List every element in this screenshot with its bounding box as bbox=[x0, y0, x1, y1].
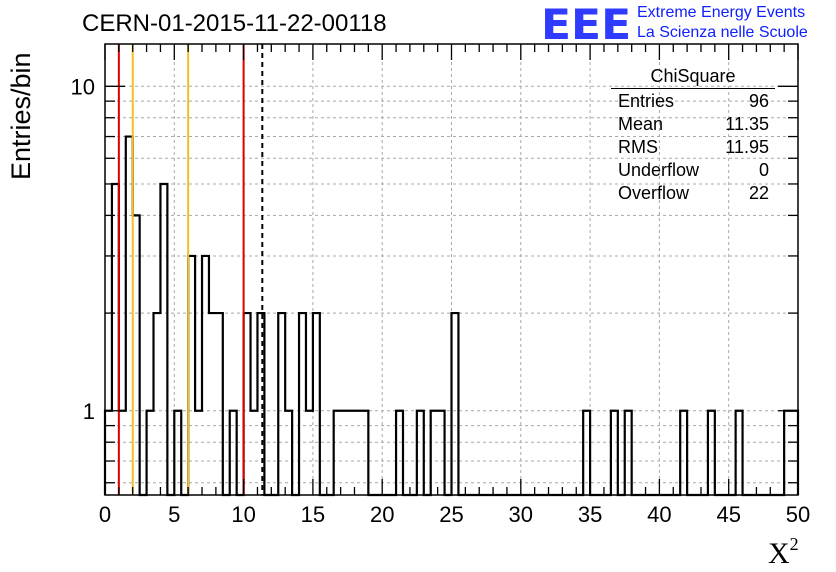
stats-rows: Entries 96 Mean 11.35 RMS 11.95 Underflow 0 Over… bbox=[611, 90, 775, 205]
stats-row-rms: RMS 11.95 bbox=[611, 136, 775, 159]
histogram-bin bbox=[736, 411, 743, 495]
histogram-bin bbox=[299, 313, 306, 495]
histogram-bin bbox=[341, 411, 348, 495]
x-tick-label: 0 bbox=[99, 502, 111, 527]
x-tick-label: 20 bbox=[370, 502, 394, 527]
stats-value: 0 bbox=[758, 160, 769, 180]
histogram-bin bbox=[396, 411, 403, 495]
histogram-bin bbox=[112, 184, 119, 495]
axes-layer: 0 5 10 15 20 25 30 35 40 45 50 1 10 bbox=[71, 43, 810, 527]
stats-label: Overflow bbox=[618, 183, 690, 203]
histogram-bin bbox=[174, 411, 181, 495]
stats-label: Entries bbox=[618, 91, 675, 111]
logo-line-2: La Scienza nelle Scuole bbox=[637, 24, 808, 41]
histogram-bin bbox=[452, 313, 459, 495]
stats-value: 22 bbox=[748, 183, 769, 203]
histogram-bin bbox=[202, 256, 209, 495]
histogram-bin bbox=[708, 411, 715, 495]
y-axis-label: Entries/bin bbox=[6, 52, 36, 180]
histogram-bin bbox=[625, 411, 632, 495]
histogram-bin bbox=[126, 137, 133, 495]
eee-logo-text: Extreme Energy Events La Scienza nelle S… bbox=[637, 3, 808, 43]
histogram-bin bbox=[417, 411, 424, 495]
x-tick-label: 25 bbox=[439, 502, 463, 527]
histogram-bin bbox=[230, 411, 237, 495]
histogram-bin bbox=[431, 411, 438, 495]
histogram-bin bbox=[278, 313, 285, 495]
histogram-bin bbox=[154, 313, 161, 495]
x-axis-label-base: X bbox=[768, 537, 790, 570]
stats-row-underflow: Underflow 0 bbox=[611, 159, 775, 182]
histogram-bin bbox=[188, 256, 195, 495]
x-tick-label: 35 bbox=[578, 502, 602, 527]
histogram-bin bbox=[209, 313, 216, 495]
histogram-bin bbox=[285, 411, 292, 495]
stats-label: Underflow bbox=[618, 160, 700, 180]
histogram-bin bbox=[133, 215, 140, 495]
histogram-bin bbox=[361, 411, 368, 495]
eee-logo: EEE bbox=[541, 1, 632, 50]
stats-value: 96 bbox=[748, 91, 769, 111]
logo-line-1: Extreme Energy Events bbox=[637, 4, 806, 21]
x-tick-label: 50 bbox=[786, 502, 810, 527]
histogram-bin bbox=[583, 411, 590, 495]
stats-row-mean: Mean 11.35 bbox=[611, 113, 775, 136]
x-tick-label: 45 bbox=[716, 502, 740, 527]
reference-lines-layer bbox=[117, 44, 264, 495]
histogram-bin bbox=[147, 411, 154, 495]
histogram-bin bbox=[195, 411, 202, 495]
histogram-bin bbox=[160, 184, 167, 495]
x-tick-label: 15 bbox=[301, 502, 325, 527]
stats-label: Mean bbox=[618, 114, 664, 134]
histogram-bin bbox=[313, 313, 320, 495]
histogram-bin bbox=[119, 411, 126, 495]
histogram-bin bbox=[348, 411, 355, 495]
histogram-bin bbox=[244, 313, 251, 495]
x-tick-label: 40 bbox=[647, 502, 671, 527]
stats-value: 11.35 bbox=[725, 114, 769, 134]
y-tick-label: 10 bbox=[71, 74, 95, 99]
x-tick-label: 30 bbox=[509, 502, 533, 527]
histogram-bin bbox=[611, 411, 618, 495]
x-tick-label: 10 bbox=[231, 502, 255, 527]
x-tick-label: 5 bbox=[168, 502, 180, 527]
histogram-bin bbox=[306, 411, 313, 495]
histogram-bin bbox=[257, 313, 264, 495]
y-tick-label: 1 bbox=[83, 399, 95, 424]
stats-row-overflow: Overflow 22 bbox=[611, 182, 775, 205]
x-axis-label-superscript: 2 bbox=[789, 534, 799, 554]
stats-value: 11.95 bbox=[725, 137, 769, 157]
histogram-bin bbox=[680, 411, 687, 495]
stats-box-title: ChiSquare bbox=[611, 66, 775, 89]
x-axis-label: X2 bbox=[768, 534, 799, 571]
chart-title: CERN-01-2015-11-22-00118 bbox=[82, 10, 387, 37]
histogram-bin bbox=[216, 313, 223, 495]
stats-box: ChiSquare Entries 96 Mean 11.35 RMS 11.95 Unde… bbox=[611, 66, 775, 205]
histogram-bin bbox=[354, 411, 361, 495]
histogram-bin bbox=[334, 411, 341, 495]
stats-row-entries: Entries 96 bbox=[611, 90, 775, 113]
histogram-bin bbox=[251, 411, 258, 495]
histogram-bin bbox=[438, 411, 445, 495]
stats-label: RMS bbox=[618, 137, 658, 157]
